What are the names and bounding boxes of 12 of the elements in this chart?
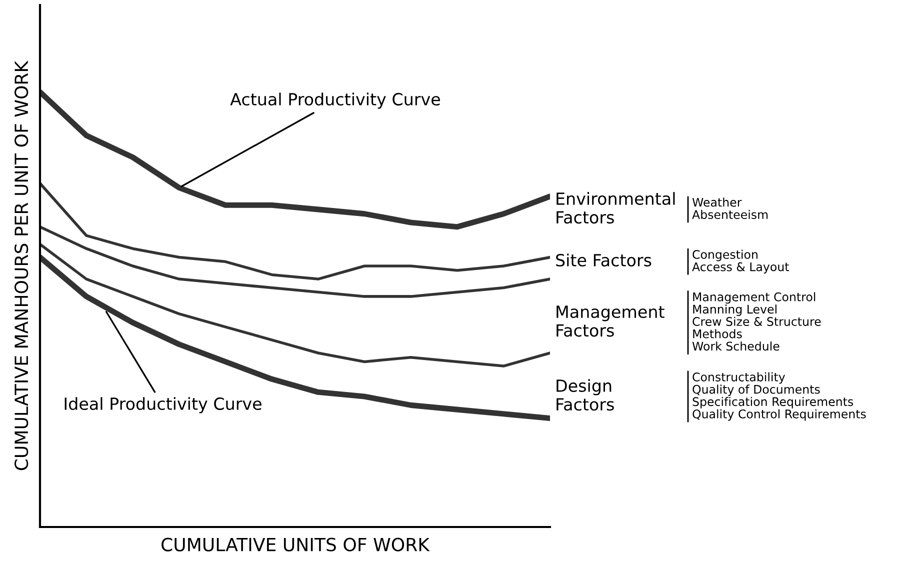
text: Constructability Quality of Documents Specification Requirements Quality Control Requirements bbox=[692, 372, 866, 421]
y-axis-title: CUMULATIVE MANHOURS PER UNIT OF WORK bbox=[14, 60, 28, 470]
text: Site Factors bbox=[556, 254, 652, 266]
text: Environmental Factors bbox=[556, 192, 675, 224]
text: Management Control Manning Level Crew Size & Structure Methods Work Schedule bbox=[692, 292, 821, 351]
text: Weather Absenteeism bbox=[692, 198, 768, 220]
text: Management Factors bbox=[556, 306, 664, 337]
text: Congestion Access & Layout bbox=[692, 250, 789, 274]
x-axis-title: CUMULATIVE UNITS OF WORK bbox=[162, 538, 430, 552]
text: Design Factors bbox=[556, 379, 614, 411]
annotation: Actual Productivity Curve bbox=[230, 92, 440, 109]
annotation: Ideal Productivity Curve bbox=[64, 397, 262, 414]
